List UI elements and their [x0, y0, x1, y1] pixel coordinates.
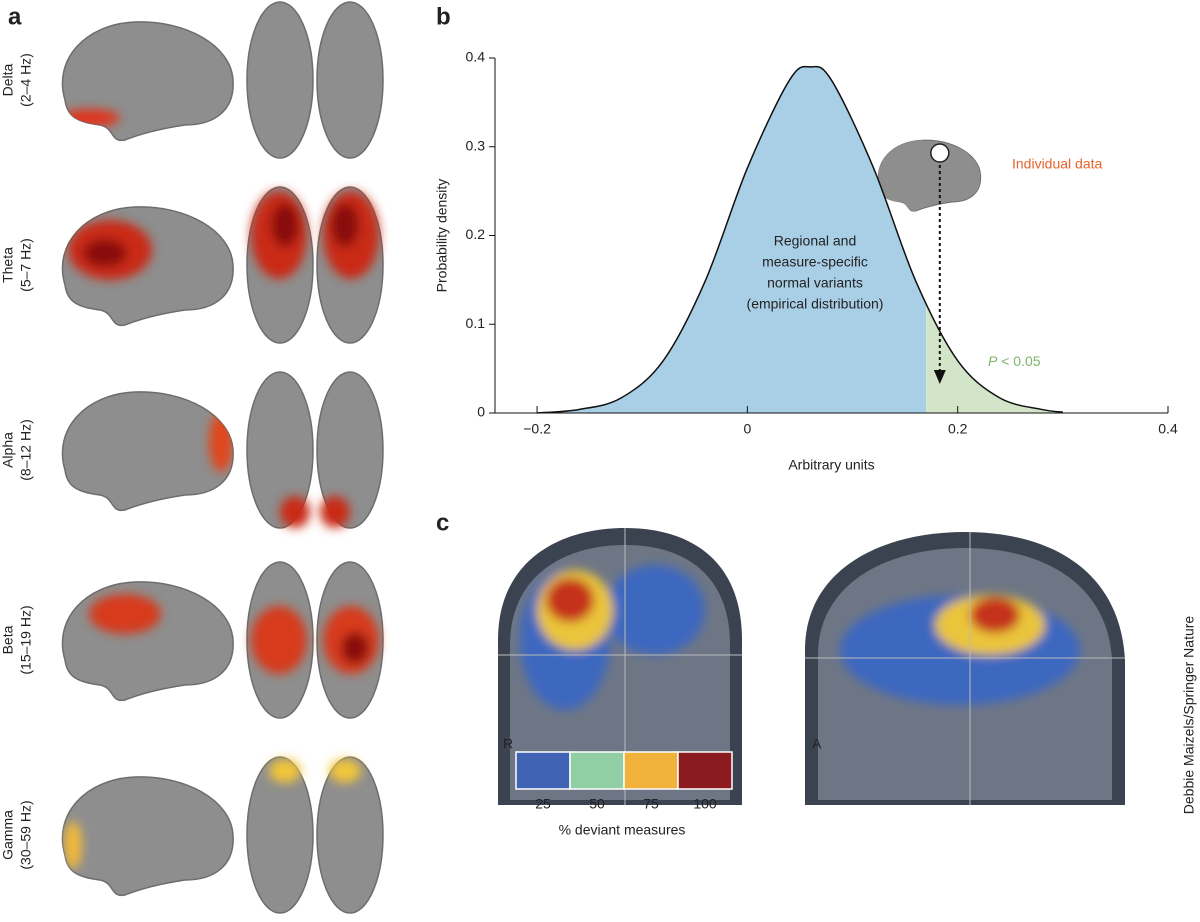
colorbar-tick-label: 75: [643, 796, 659, 812]
x-tick-label: 0.2: [948, 421, 968, 437]
x-axis-label: Arbitrary units: [788, 457, 874, 473]
y-tick-label: 0.2: [466, 226, 486, 242]
band-name: Delta: [0, 63, 16, 96]
p-label: P < 0.05: [988, 353, 1041, 369]
x-tick-label: −0.2: [523, 421, 551, 437]
panel-label: a: [8, 3, 22, 30]
band-name: Theta: [0, 247, 16, 283]
x-tick-label: 0: [743, 421, 751, 437]
density-curve: [537, 65, 1063, 414]
band-name: Beta: [0, 625, 16, 654]
y-tick-label: 0.3: [466, 137, 486, 153]
view-label: R: [503, 736, 513, 752]
mri-coronal: [498, 528, 742, 805]
brain-row: [61, 371, 384, 529]
band-label: Delta (2–4 Hz): [0, 53, 34, 107]
colorbar-swatch: [515, 751, 571, 790]
inset-brain: [877, 139, 982, 212]
band-range: (30–59 Hz): [18, 800, 34, 869]
colorbar-tick-label: 100: [693, 796, 717, 812]
individual-point: [930, 143, 950, 163]
normal-area: [537, 66, 927, 413]
annotation: (empirical distribution): [747, 296, 884, 312]
tail-area: [926, 304, 1063, 413]
y-axis-label: Probability density: [434, 179, 450, 293]
band-label: Theta (5–7 Hz): [0, 238, 34, 292]
arrow-head: [933, 370, 946, 384]
brain-row: [61, 756, 384, 914]
band-range: (5–7 Hz): [18, 238, 34, 292]
colorbar-tick-label: 25: [535, 796, 551, 812]
annotation: Regional and: [774, 233, 857, 249]
mri-sagittal: [805, 532, 1125, 805]
x-tick-label: 0.4: [1158, 421, 1178, 437]
band-label: Alpha (8–12 Hz): [0, 419, 34, 480]
y-tick-label: 0.1: [466, 315, 486, 331]
panel-label: b: [436, 3, 451, 30]
p-rest: < 0.05: [997, 353, 1040, 369]
annotation: Individual data: [1012, 156, 1103, 172]
colorbar-swatch: [623, 751, 679, 790]
brain-row: [61, 561, 384, 719]
band-range: (8–12 Hz): [18, 419, 34, 480]
brain-row: [61, 1, 384, 159]
colorbar-swatch: [677, 751, 733, 790]
colorbar-label: % deviant measures: [559, 822, 686, 838]
panel-label: c: [436, 509, 449, 536]
band-label: Beta (15–19 Hz): [0, 605, 34, 674]
band-name: Alpha: [0, 432, 16, 468]
credit: Debbie Maizels/Springer Nature: [1181, 616, 1197, 815]
annotation: measure-specific: [762, 254, 868, 270]
y-tick-label: 0: [477, 404, 485, 420]
view-label: A: [812, 736, 822, 752]
band-range: (15–19 Hz): [18, 605, 34, 674]
band-label: Gamma (30–59 Hz): [0, 800, 34, 869]
annotation: normal variants: [767, 275, 863, 291]
p-italic: P: [988, 353, 998, 369]
brain-row: [61, 186, 384, 344]
y-tick-label: 0.4: [466, 49, 486, 65]
band-name: Gamma: [0, 810, 16, 860]
band-range: (2–4 Hz): [18, 53, 34, 107]
colorbar-swatch: [569, 751, 625, 790]
colorbar-tick-label: 50: [589, 796, 605, 812]
